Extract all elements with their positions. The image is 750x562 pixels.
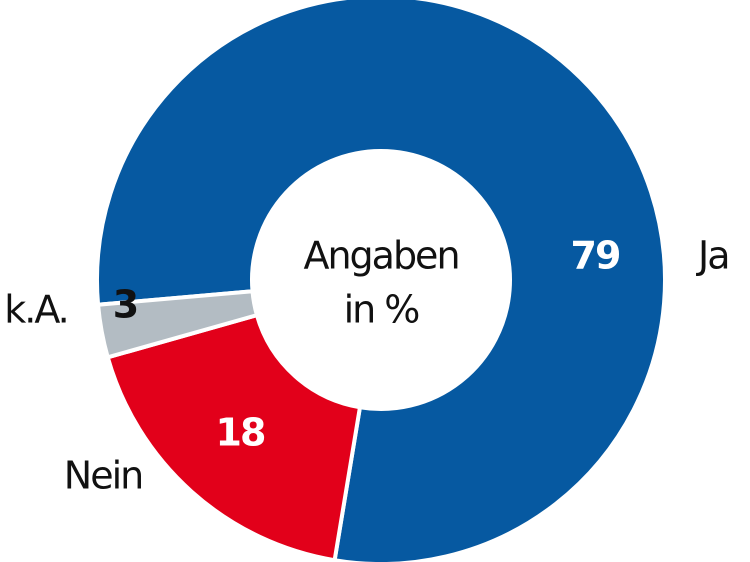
value-label: 79 <box>571 234 620 278</box>
category-label: Nein <box>64 454 142 498</box>
donut-segment <box>95 289 260 360</box>
category-label: Ja <box>696 234 729 278</box>
donut-segment <box>105 312 363 562</box>
category-label: k.A. <box>4 288 68 332</box>
value-label: 3 <box>113 283 137 327</box>
value-label: 18 <box>216 411 265 455</box>
center-label: Angaben <box>303 234 458 278</box>
donut-segment <box>95 0 667 562</box>
center-label: in % <box>344 288 420 332</box>
